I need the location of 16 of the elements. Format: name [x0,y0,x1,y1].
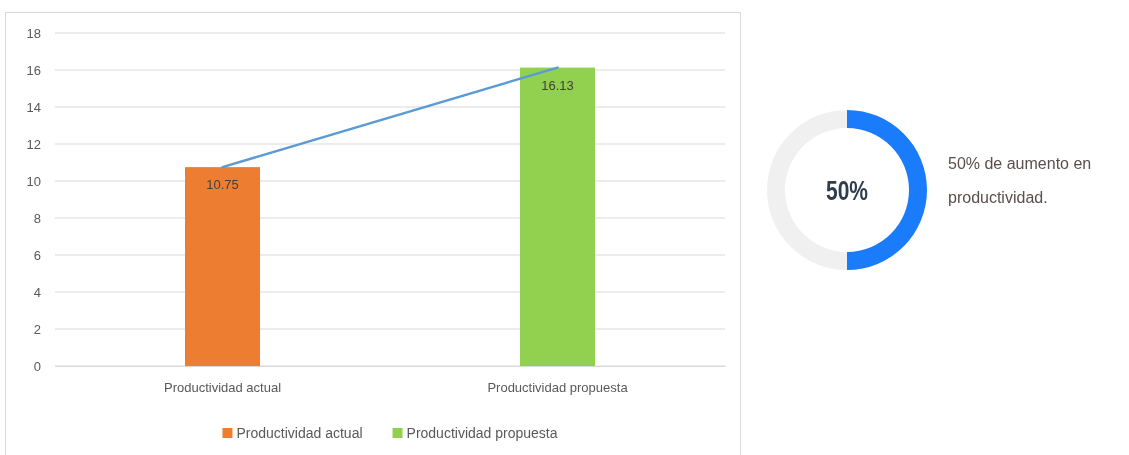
y-tick-label: 8 [33,210,41,226]
y-tick-label: 16 [26,62,41,78]
y-tick-label: 14 [26,99,41,115]
legend-label: Productividad propuesta [406,425,558,441]
y-tick-label: 10 [26,173,41,189]
text: 50% de aumento en productividad. [948,155,1092,206]
data-label: 10.75 [206,177,239,193]
y-tick-label: 12 [26,136,41,152]
y-tick-label: 18 [26,25,41,41]
y-tick-label: 4 [33,284,41,300]
text: 50% [825,175,869,206]
y-tick-label: 6 [33,247,41,263]
legend-label: Productividad actual [236,425,363,441]
y-tick-label: 0 [33,358,41,374]
data-label: 16.13 [541,77,574,93]
y-tick-label: 2 [33,321,41,337]
